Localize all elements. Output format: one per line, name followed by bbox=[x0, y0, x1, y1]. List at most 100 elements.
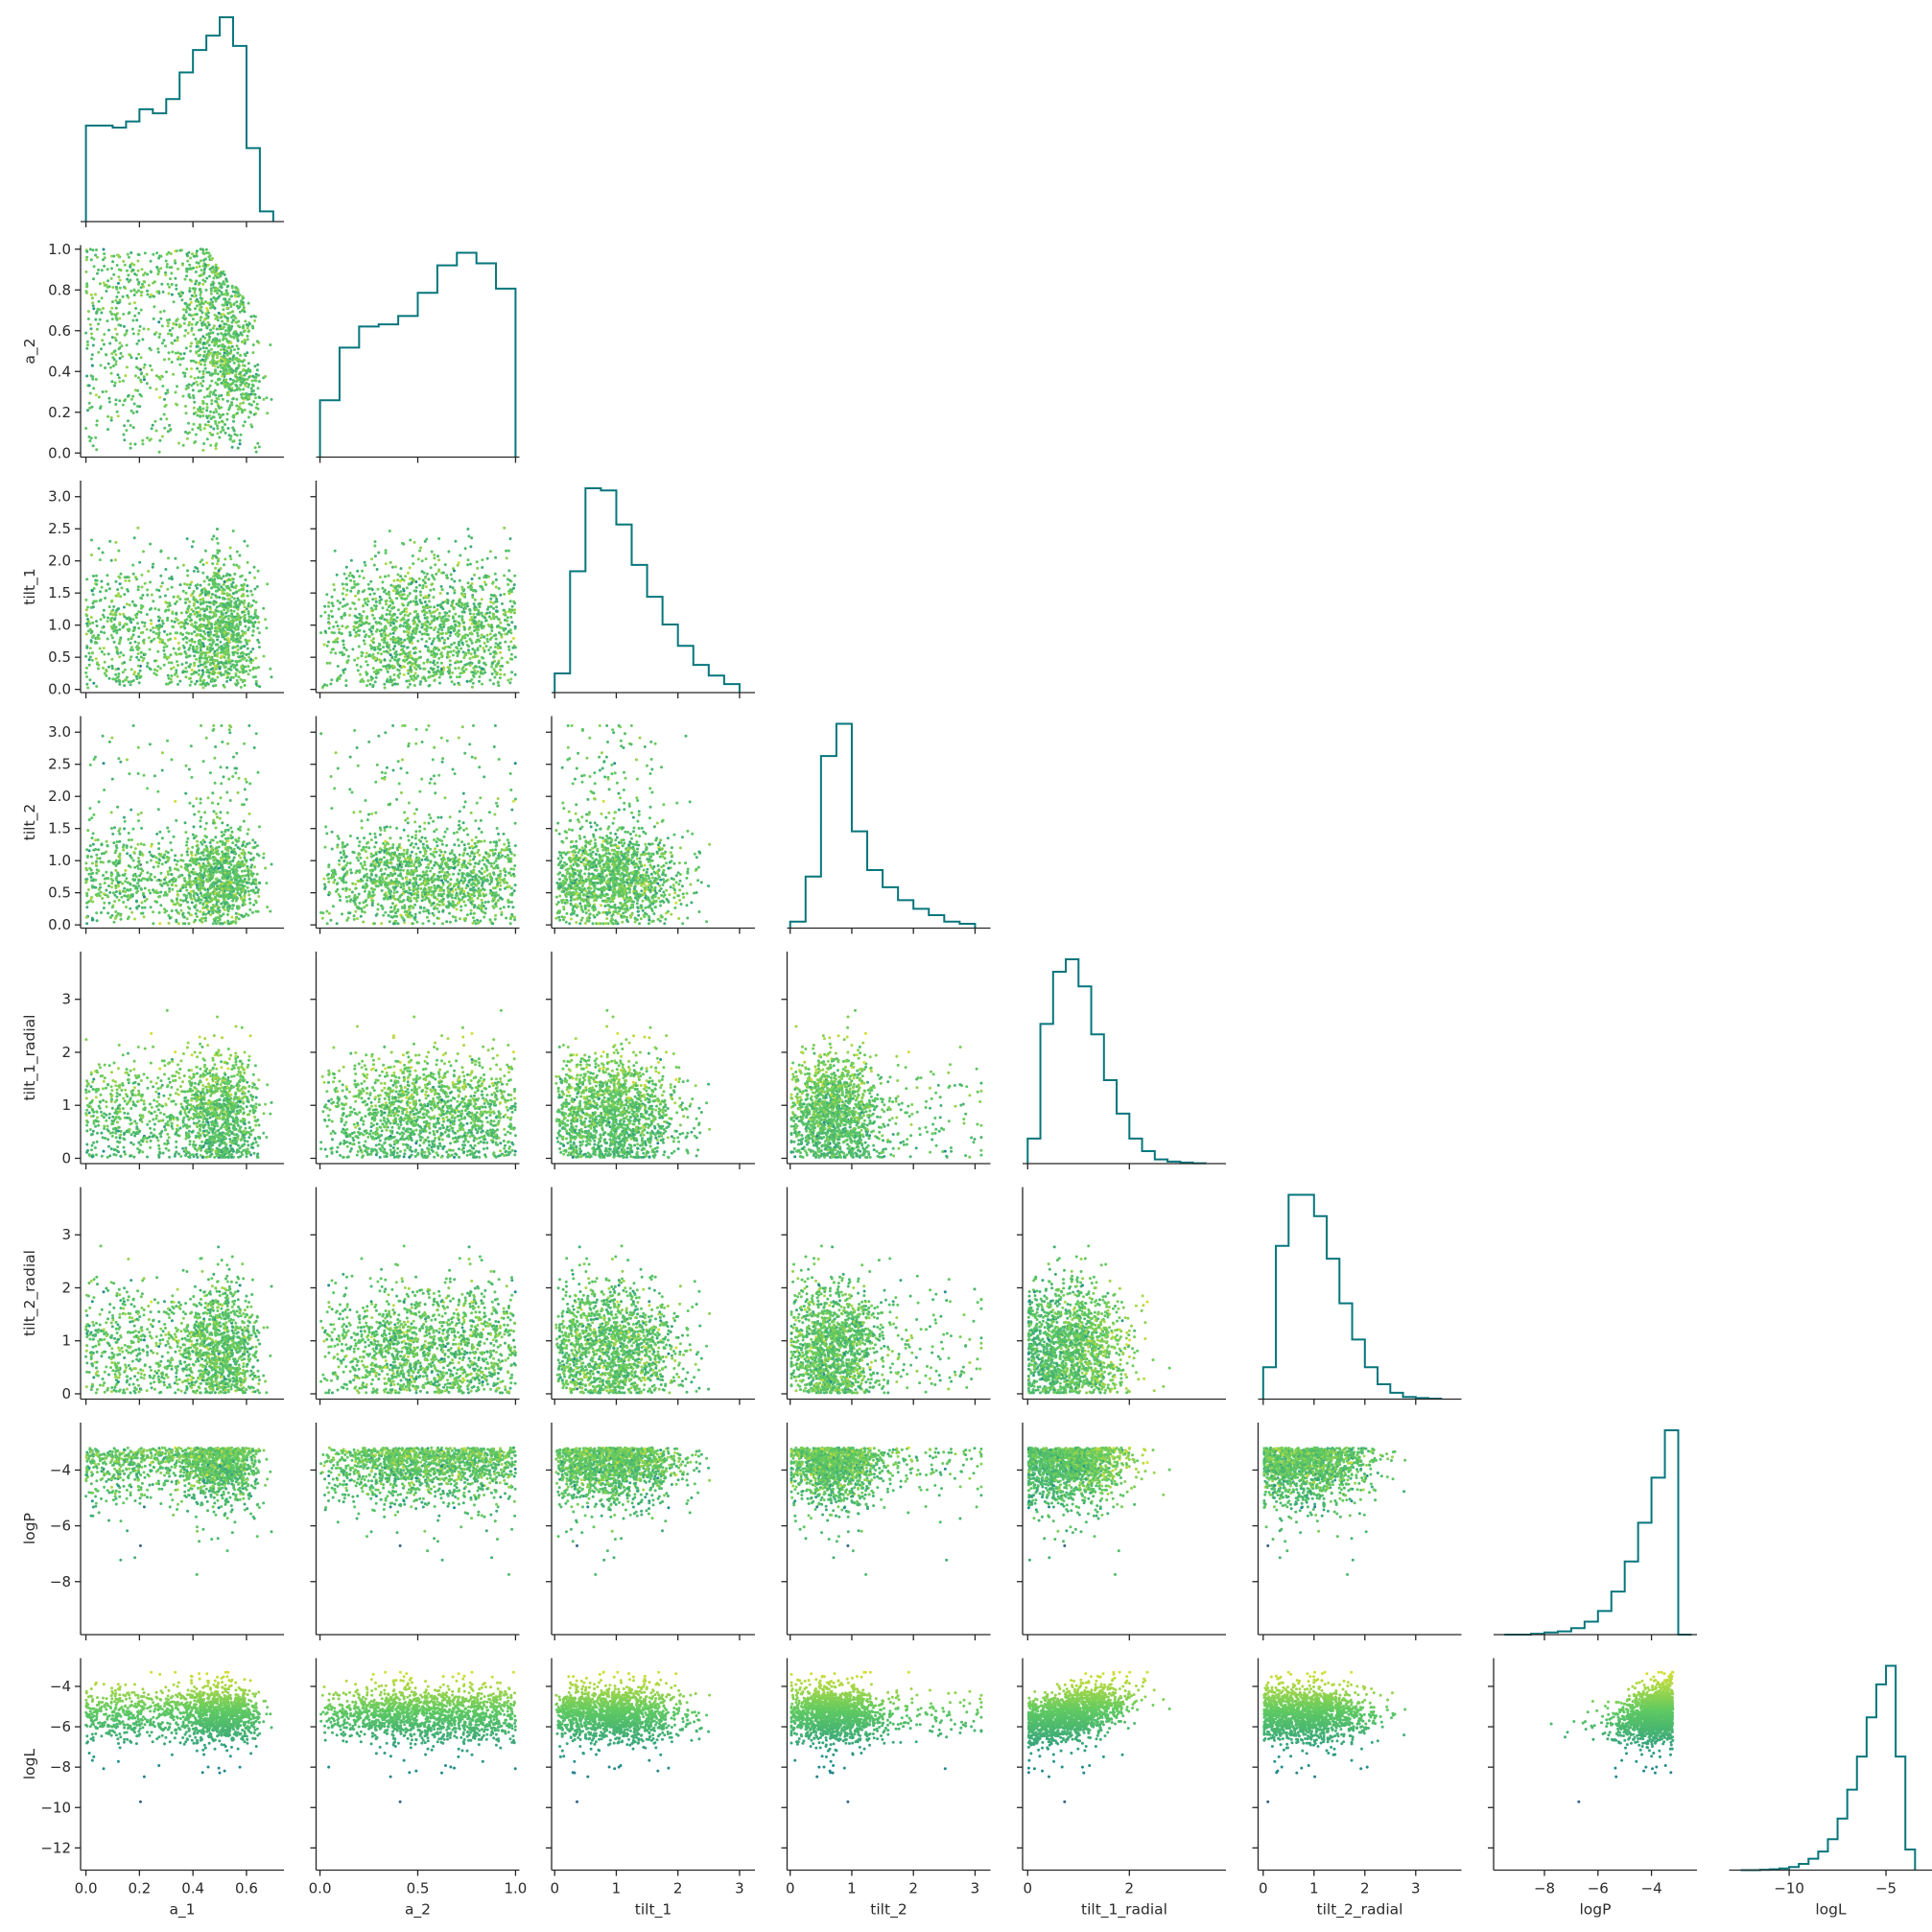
point bbox=[229, 342, 232, 344]
point bbox=[247, 330, 250, 333]
point bbox=[453, 570, 456, 573]
point bbox=[92, 593, 95, 596]
point bbox=[202, 342, 205, 344]
point bbox=[437, 657, 440, 660]
point bbox=[207, 683, 210, 686]
point bbox=[157, 620, 160, 623]
point bbox=[453, 642, 456, 645]
point bbox=[477, 655, 480, 658]
point bbox=[216, 562, 219, 565]
point bbox=[507, 648, 510, 651]
point bbox=[231, 371, 234, 374]
point bbox=[425, 557, 428, 560]
point bbox=[497, 647, 500, 649]
point bbox=[155, 388, 158, 390]
point bbox=[219, 624, 222, 627]
point bbox=[389, 659, 391, 662]
point bbox=[103, 343, 106, 346]
point bbox=[390, 599, 393, 601]
point bbox=[205, 627, 208, 630]
point bbox=[87, 318, 90, 320]
point bbox=[258, 685, 261, 688]
point bbox=[195, 300, 198, 303]
point bbox=[210, 287, 213, 290]
point bbox=[357, 629, 360, 632]
point bbox=[242, 392, 245, 395]
point bbox=[399, 575, 402, 577]
point bbox=[426, 661, 429, 664]
point bbox=[131, 618, 134, 621]
point bbox=[323, 605, 326, 608]
point bbox=[375, 601, 378, 603]
point bbox=[200, 650, 202, 653]
point bbox=[214, 444, 217, 447]
point bbox=[216, 676, 219, 679]
point bbox=[514, 627, 517, 630]
point bbox=[141, 586, 144, 589]
point bbox=[351, 586, 354, 589]
point bbox=[212, 428, 215, 431]
point bbox=[193, 630, 196, 633]
point bbox=[239, 354, 242, 357]
point bbox=[103, 265, 106, 268]
point bbox=[224, 670, 227, 672]
point bbox=[90, 327, 93, 330]
point bbox=[119, 595, 122, 598]
point bbox=[86, 687, 89, 690]
point bbox=[429, 661, 432, 664]
point bbox=[118, 318, 121, 320]
point bbox=[110, 610, 113, 613]
point bbox=[416, 613, 419, 616]
point bbox=[128, 579, 130, 582]
point bbox=[333, 631, 336, 634]
point bbox=[407, 672, 410, 675]
point bbox=[246, 351, 248, 354]
point bbox=[133, 301, 136, 304]
point bbox=[198, 362, 200, 365]
point bbox=[134, 307, 137, 310]
point bbox=[103, 789, 106, 791]
point bbox=[188, 303, 191, 306]
point bbox=[239, 402, 242, 405]
point bbox=[336, 574, 339, 577]
point bbox=[434, 563, 436, 566]
point bbox=[392, 589, 395, 592]
point bbox=[236, 633, 239, 636]
point bbox=[475, 621, 478, 624]
point bbox=[123, 887, 126, 890]
point bbox=[199, 294, 201, 296]
point bbox=[336, 641, 339, 644]
point bbox=[210, 348, 213, 351]
point bbox=[396, 578, 399, 581]
point bbox=[211, 434, 214, 436]
point bbox=[226, 626, 229, 629]
point bbox=[443, 639, 446, 642]
point bbox=[183, 372, 186, 375]
point bbox=[195, 599, 198, 601]
point bbox=[155, 588, 158, 591]
point bbox=[258, 646, 261, 648]
point bbox=[246, 659, 248, 662]
point bbox=[189, 257, 192, 260]
point bbox=[203, 835, 206, 837]
point bbox=[137, 312, 140, 315]
point bbox=[211, 667, 214, 670]
point bbox=[341, 651, 343, 654]
point bbox=[243, 619, 246, 622]
point bbox=[221, 343, 224, 346]
point bbox=[185, 367, 188, 370]
point bbox=[411, 677, 413, 680]
point bbox=[328, 662, 331, 665]
point bbox=[132, 412, 135, 414]
point bbox=[225, 307, 228, 310]
point bbox=[507, 550, 510, 553]
point bbox=[188, 321, 191, 324]
point bbox=[196, 321, 199, 324]
point bbox=[111, 260, 114, 263]
point bbox=[177, 339, 179, 342]
point bbox=[229, 601, 232, 604]
point bbox=[174, 854, 177, 857]
point bbox=[218, 421, 221, 424]
point bbox=[200, 328, 202, 331]
point bbox=[167, 674, 170, 677]
